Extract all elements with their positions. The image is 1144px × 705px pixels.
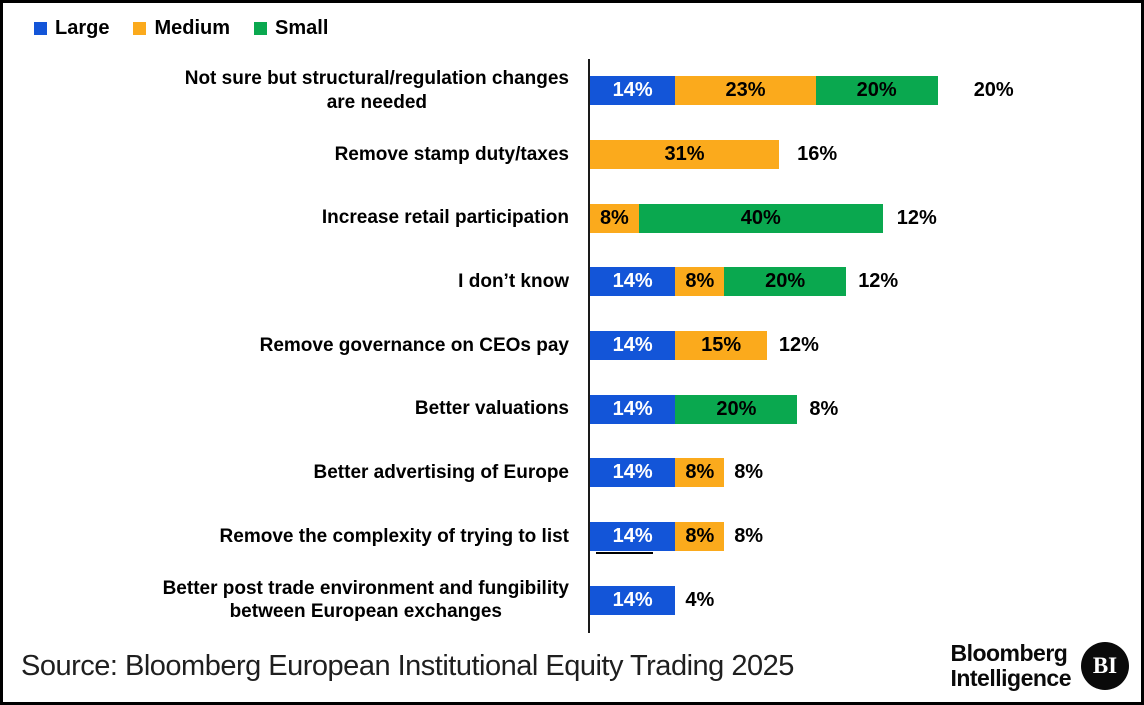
bloomberg-intelligence-logo: Bloomberg Intelligence BI	[950, 641, 1129, 691]
category-cell: Increase retail participation	[3, 206, 588, 230]
chart-row: Not sure but structural/regulation chang…	[3, 59, 1141, 123]
bar-stack: 14% 8% 20% 12%	[590, 267, 899, 297]
category-cell: Remove stamp duty/taxes	[3, 143, 588, 167]
category-cell: Remove governance on CEOs pay	[3, 334, 588, 358]
total-label: 12%	[858, 270, 899, 293]
legend-swatch-small-icon	[254, 22, 268, 35]
footer: Source: Bloomberg European Institutional…	[3, 636, 1141, 702]
bar-segment-large: 14%	[590, 585, 676, 615]
bar-segment-medium: 8%	[675, 522, 725, 552]
bar-segment-large: 14%	[590, 331, 676, 361]
category-cell: I don’t know	[3, 270, 588, 294]
category-label: Increase retail participation	[321, 207, 569, 229]
bar-segment-medium: 8%	[675, 458, 725, 488]
bar-stack: 14% 8% 8%	[590, 458, 764, 488]
legend-label: Small	[275, 17, 329, 39]
total-label: 16%	[797, 143, 838, 166]
bar-stack: 14% 23% 20% 20%	[590, 76, 1014, 106]
total-label: 20%	[973, 79, 1014, 102]
bar-segment-large: 14%	[590, 267, 676, 297]
legend-item-small: Small	[254, 17, 328, 40]
chart-row: Better valuations 14% 20% 8%	[3, 377, 1141, 441]
chart-row: I don’t know 14% 8% 20% 12%	[3, 250, 1141, 314]
legend-swatch-large-icon	[34, 22, 47, 35]
bar-segment-small: 20%	[675, 394, 798, 424]
bar-stack: 14% 8% 8%	[590, 522, 764, 555]
chart-row: Remove governance on CEOs pay 14% 15% 12%	[3, 314, 1141, 378]
bar-stack: 14% 20% 8%	[590, 394, 839, 424]
chart-row: Increase retail participation 8% 40% 12%	[3, 186, 1141, 250]
brand-text: Bloomberg Intelligence	[950, 641, 1071, 691]
bar-segment-medium: 15%	[675, 331, 767, 361]
legend-item-medium: Medium	[133, 17, 230, 40]
bar-segment-medium: 8%	[675, 267, 725, 297]
category-cell: Not sure but structural/regulation chang…	[3, 67, 588, 115]
bar-segment-medium: 23%	[675, 76, 816, 106]
bar-segment-medium: 8%	[590, 203, 639, 233]
legend-item-large: Large	[34, 17, 109, 40]
category-label: Better valuations	[414, 398, 569, 420]
bi-badge-icon: BI	[1081, 642, 1129, 690]
legend-label: Large	[55, 17, 110, 39]
bar-segment-small: 20%	[724, 267, 847, 297]
category-cell: Better advertising of Europe	[3, 461, 588, 485]
brand-line2: Intelligence	[950, 665, 1071, 691]
category-label: Remove the complexity of trying to list	[219, 525, 569, 547]
category-label: Better post trade environment and fungib…	[162, 577, 569, 623]
legend: Large Medium Small	[34, 17, 328, 40]
total-label: 12%	[896, 206, 937, 229]
category-cell: Remove the complexity of trying to list	[3, 525, 588, 549]
total-label: 8%	[734, 461, 764, 484]
total-label: 8%	[809, 397, 839, 420]
brand-line1: Bloomberg	[950, 640, 1068, 667]
bar-stack: 14% 15% 12%	[590, 331, 819, 361]
bar-segment-large: 14%	[590, 394, 676, 424]
chart-row: Remove the complexity of trying to list 1…	[3, 505, 1141, 569]
legend-label: Medium	[154, 17, 231, 39]
bar-segment-large: 14%	[590, 76, 676, 106]
axis-line	[588, 59, 590, 633]
category-label: Not sure but structural/regulation chang…	[184, 68, 569, 113]
bar-segment-small: 20%	[815, 76, 938, 106]
category-label: Remove stamp duty/taxes	[334, 143, 569, 165]
total-label: 12%	[778, 334, 819, 357]
chart-row: Better advertising of Europe 14% 8% 8%	[3, 441, 1141, 505]
bar-segment-small: 40%	[638, 203, 883, 233]
total-label: 8%	[734, 525, 764, 548]
bar-stack: 8% 40% 12%	[590, 203, 937, 233]
bar-rows: Not sure but structural/regulation chang…	[3, 59, 1141, 633]
bar-segment-large: 14%	[590, 522, 676, 555]
category-label: Remove governance on CEOs pay	[259, 334, 569, 356]
bar-segment-medium: 31%	[590, 140, 780, 170]
source-text: Source: Bloomberg European Institutional…	[21, 649, 794, 682]
bar-stack: 14% 4%	[590, 585, 715, 615]
bar-segment-large: 14%	[590, 458, 676, 488]
category-label: Better advertising of Europe	[313, 462, 570, 484]
category-cell: Better valuations	[3, 397, 588, 421]
total-label: 4%	[685, 588, 715, 611]
bar-stack: 31% 16%	[590, 140, 838, 170]
category-label: I don’t know	[458, 271, 569, 293]
chart-row: Better post trade environment and fungib…	[3, 569, 1141, 633]
legend-swatch-medium-icon	[133, 22, 147, 35]
chart-row: Remove stamp duty/taxes 31% 16%	[3, 123, 1141, 187]
category-cell: Better post trade environment and fungib…	[3, 577, 588, 625]
